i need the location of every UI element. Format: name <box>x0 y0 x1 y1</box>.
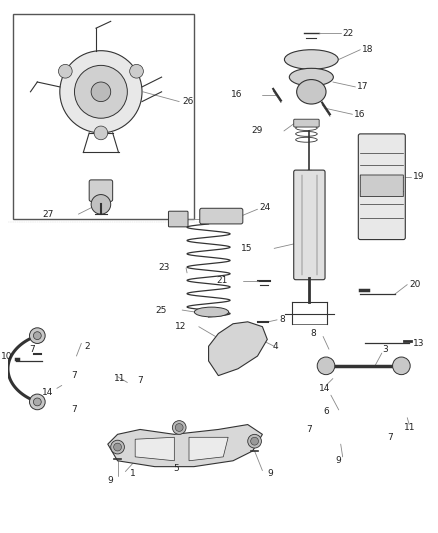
Text: 11: 11 <box>404 423 416 432</box>
Polygon shape <box>189 437 228 461</box>
Text: 20: 20 <box>409 280 420 289</box>
Ellipse shape <box>297 79 326 104</box>
Text: 14: 14 <box>42 388 53 397</box>
Text: 19: 19 <box>413 173 424 181</box>
Circle shape <box>392 357 410 375</box>
Circle shape <box>91 195 111 214</box>
FancyBboxPatch shape <box>294 119 319 127</box>
Text: 3: 3 <box>382 345 388 354</box>
Text: 1: 1 <box>130 469 136 478</box>
Circle shape <box>251 437 258 445</box>
Text: 7: 7 <box>71 406 78 414</box>
Polygon shape <box>108 425 262 467</box>
Text: 27: 27 <box>42 209 53 219</box>
Circle shape <box>94 126 108 140</box>
FancyBboxPatch shape <box>358 134 405 240</box>
Circle shape <box>58 64 72 78</box>
Text: 13: 13 <box>413 339 424 348</box>
Text: 8: 8 <box>279 316 285 325</box>
Text: 5: 5 <box>173 464 179 473</box>
Bar <box>13 13 194 219</box>
Text: 15: 15 <box>241 244 253 253</box>
Text: 12: 12 <box>175 322 186 331</box>
Text: 9: 9 <box>267 469 273 478</box>
Text: 7: 7 <box>71 371 78 380</box>
Text: 4: 4 <box>272 342 278 351</box>
Circle shape <box>173 421 186 434</box>
Text: 16: 16 <box>231 90 243 99</box>
Circle shape <box>111 440 124 454</box>
Polygon shape <box>135 437 174 461</box>
Polygon shape <box>208 322 267 376</box>
Circle shape <box>91 82 111 102</box>
Text: 18: 18 <box>362 45 374 54</box>
Circle shape <box>130 64 143 78</box>
FancyBboxPatch shape <box>294 170 325 280</box>
Text: 9: 9 <box>108 476 113 485</box>
Text: 8: 8 <box>311 329 316 338</box>
Circle shape <box>33 332 41 340</box>
Text: 6: 6 <box>323 407 329 416</box>
Text: 7: 7 <box>307 425 312 434</box>
FancyBboxPatch shape <box>89 180 113 201</box>
Circle shape <box>248 434 261 448</box>
Text: 23: 23 <box>158 263 170 272</box>
Text: 7: 7 <box>137 376 143 385</box>
Text: 16: 16 <box>354 110 366 119</box>
Text: 22: 22 <box>343 29 354 38</box>
Text: 7: 7 <box>388 433 393 442</box>
Text: 7: 7 <box>29 345 35 354</box>
Circle shape <box>29 394 45 410</box>
Circle shape <box>33 398 41 406</box>
Circle shape <box>60 51 142 133</box>
Ellipse shape <box>290 68 333 86</box>
Text: 11: 11 <box>113 374 125 383</box>
Ellipse shape <box>194 307 229 317</box>
Circle shape <box>175 424 183 431</box>
Text: 25: 25 <box>155 305 166 314</box>
Text: 29: 29 <box>251 126 262 135</box>
Text: 9: 9 <box>336 456 342 465</box>
Ellipse shape <box>284 50 338 69</box>
Text: 21: 21 <box>217 276 228 285</box>
Text: 17: 17 <box>357 83 369 92</box>
Text: 28: 28 <box>215 215 227 223</box>
Circle shape <box>74 66 127 118</box>
Text: 26: 26 <box>182 97 194 106</box>
Circle shape <box>113 443 121 451</box>
Text: 14: 14 <box>319 384 331 393</box>
Circle shape <box>29 328 45 343</box>
Text: 10: 10 <box>1 352 13 360</box>
FancyBboxPatch shape <box>200 208 243 224</box>
FancyBboxPatch shape <box>169 211 188 227</box>
Text: 24: 24 <box>259 203 271 212</box>
FancyBboxPatch shape <box>360 175 403 197</box>
Text: 2: 2 <box>84 342 90 351</box>
Circle shape <box>317 357 335 375</box>
